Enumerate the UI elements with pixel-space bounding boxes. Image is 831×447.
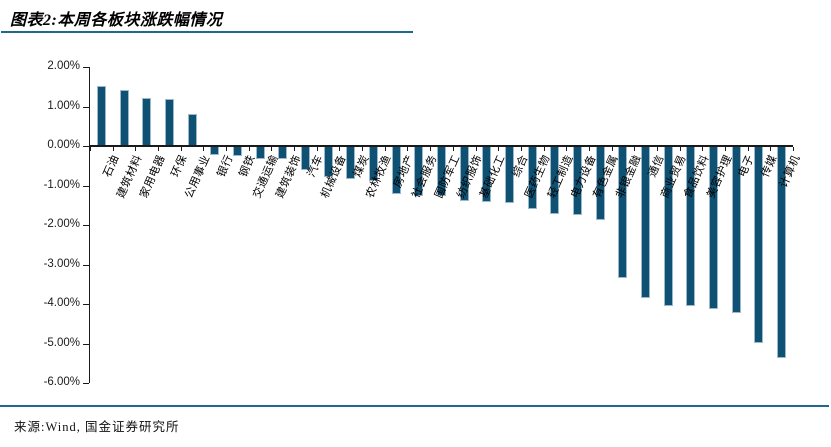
bar	[164, 99, 174, 146]
y-tick-label: 1.00%	[47, 99, 80, 112]
x-axis-tick	[793, 147, 794, 151]
x-axis-tick	[566, 147, 568, 151]
x-axis-tick	[112, 147, 114, 151]
x-axis-tick	[180, 147, 182, 151]
x-axis-tick	[770, 147, 772, 151]
x-axis-tick	[248, 147, 250, 151]
x-axis-tick	[384, 147, 386, 151]
x-axis-tick	[702, 147, 704, 151]
x-axis-tick	[135, 147, 137, 151]
x-axis-tick	[498, 147, 500, 151]
x-axis-tick	[452, 147, 454, 151]
x-axis-tick	[679, 147, 681, 151]
x-axis-tick	[588, 147, 590, 151]
chart-title: 图表2:本周各板块涨跌幅情况	[10, 12, 223, 29]
x-axis-tick	[271, 147, 273, 151]
x-axis-tick	[634, 147, 636, 151]
x-axis-tick	[430, 147, 432, 151]
y-axis-tick	[83, 146, 89, 147]
y-tick-label: -2.00%	[43, 218, 80, 230]
x-axis-tick	[362, 147, 364, 151]
bar	[142, 97, 152, 146]
x-axis	[90, 145, 793, 147]
y-axis-tick	[83, 106, 89, 108]
y-tick-label: 2.00%	[47, 60, 80, 72]
y-axis	[89, 67, 90, 383]
x-axis-tick	[475, 147, 477, 151]
y-axis-tick	[83, 264, 89, 266]
x-axis-tick	[294, 147, 296, 151]
y-axis-tick	[83, 343, 89, 345]
footer-divider	[0, 405, 829, 407]
bar	[232, 146, 242, 157]
x-axis-tick	[724, 147, 726, 151]
x-axis-tick	[611, 147, 613, 151]
x-axis-tick	[90, 147, 91, 151]
x-axis-tick	[203, 147, 205, 151]
x-axis-tick	[226, 147, 228, 151]
x-axis-tick	[747, 147, 749, 151]
bar	[119, 90, 129, 146]
x-axis-tick	[339, 147, 341, 151]
y-tick-label: -1.00%	[43, 178, 80, 191]
y-axis-tick	[83, 225, 89, 226]
y-axis-tick	[83, 304, 89, 305]
y-tick-label: -3.00%	[43, 257, 80, 270]
y-axis-tick	[83, 185, 89, 187]
title-divider	[1, 31, 413, 33]
source-note: 来源:Wind, 国金证券研究所	[14, 420, 180, 434]
bar	[210, 146, 220, 156]
y-axis-tick	[83, 67, 89, 68]
y-tick-label: -5.00%	[43, 336, 80, 349]
x-axis-tick	[407, 147, 409, 151]
bar	[96, 86, 106, 146]
y-tick-label: -6.00%	[43, 376, 80, 388]
y-tick-label: 0.00%	[47, 139, 80, 151]
bar	[255, 146, 265, 159]
x-axis-tick	[543, 147, 545, 151]
x-axis-tick	[158, 147, 160, 151]
x-axis-tick	[520, 147, 522, 151]
y-tick-label: -4.00%	[43, 297, 80, 309]
y-axis-tick	[83, 383, 89, 384]
x-axis-tick	[316, 147, 318, 151]
x-axis-tick	[656, 147, 658, 151]
bar	[187, 114, 197, 146]
